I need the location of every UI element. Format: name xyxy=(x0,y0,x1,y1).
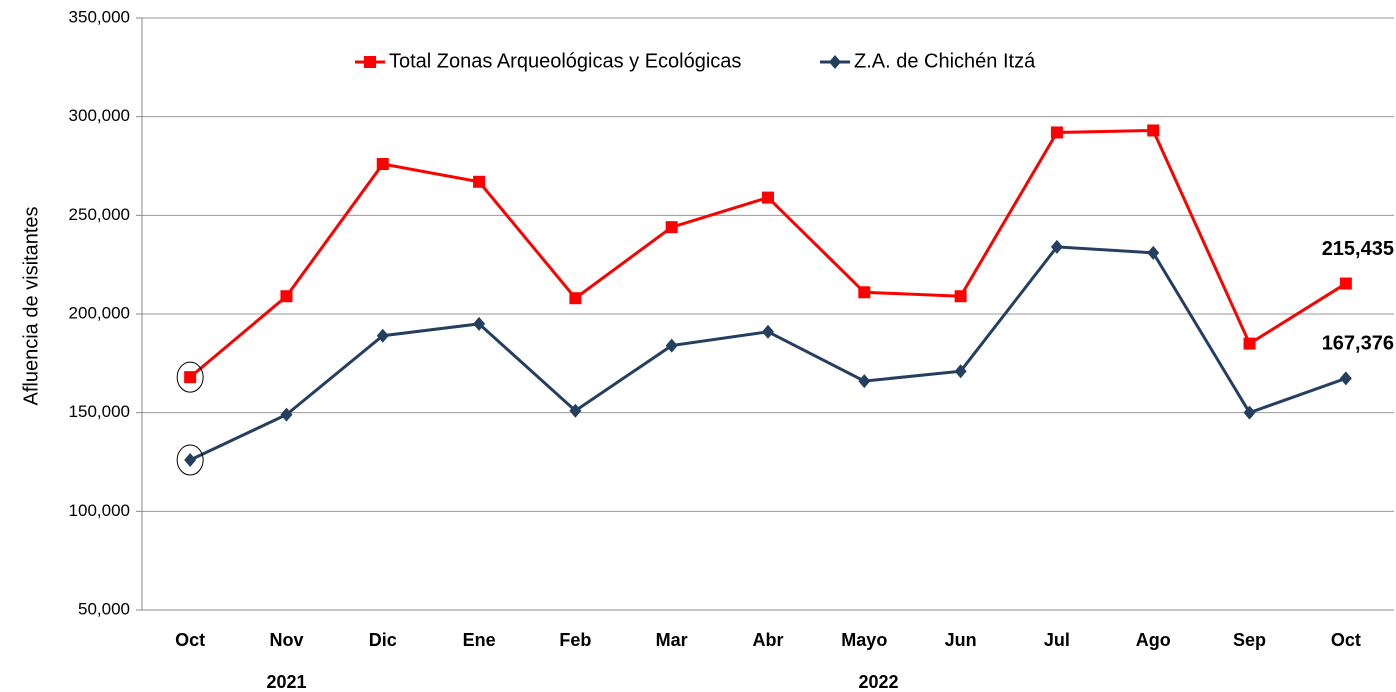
marker xyxy=(1243,405,1256,420)
y-tick-label: 50,000 xyxy=(78,599,130,618)
series-line xyxy=(189,245,1347,462)
x-tick-label: Abr xyxy=(753,630,784,650)
marker xyxy=(858,374,871,389)
marker xyxy=(184,453,197,468)
y-tick-label: 350,000 xyxy=(69,7,130,26)
x-tick-label: Jul xyxy=(1044,630,1070,650)
y-tick-label: 250,000 xyxy=(69,205,130,224)
marker xyxy=(280,290,293,303)
x-tick-label: Oct xyxy=(175,630,205,650)
marker xyxy=(280,407,293,422)
marker xyxy=(1147,245,1160,260)
data-label: 167,376 xyxy=(1322,333,1394,355)
x-tick-label: Sep xyxy=(1233,630,1266,650)
series-line xyxy=(189,128,1347,379)
x-tick-label: Mayo xyxy=(841,630,887,650)
marker xyxy=(858,286,871,299)
highlight-circle xyxy=(176,361,204,393)
year-label: 2022 xyxy=(858,672,898,692)
highlight-circle xyxy=(176,444,204,476)
marker xyxy=(954,290,967,303)
marker xyxy=(184,371,197,384)
marker xyxy=(569,403,582,418)
x-tick-label: Ago xyxy=(1136,630,1171,650)
marker xyxy=(829,55,841,69)
y-tick-label: 100,000 xyxy=(69,501,130,520)
data-label: 215,435 xyxy=(1322,238,1394,260)
y-tick-label: 150,000 xyxy=(69,402,130,421)
y-tick-label: 200,000 xyxy=(69,303,130,322)
marker xyxy=(364,56,376,68)
x-tick-label: Nov xyxy=(269,630,303,650)
marker xyxy=(762,324,774,339)
x-tick-label: Oct xyxy=(1331,630,1361,650)
x-tick-label: Mar xyxy=(656,630,688,650)
x-tick-label: Feb xyxy=(559,630,591,650)
marker xyxy=(1339,371,1352,386)
marker xyxy=(1050,126,1063,139)
legend-label: Total Zonas Arqueológicas y Ecológicas xyxy=(389,50,741,72)
marker xyxy=(376,328,389,343)
marker xyxy=(473,316,486,331)
marker xyxy=(1243,337,1256,350)
marker xyxy=(665,221,678,234)
marker xyxy=(665,338,678,353)
marker xyxy=(1050,239,1063,254)
x-tick-label: Ene xyxy=(463,630,496,650)
marker xyxy=(762,191,774,204)
marker xyxy=(1147,124,1160,137)
marker xyxy=(954,364,967,379)
marker xyxy=(376,158,389,171)
x-tick-label: Jun xyxy=(945,630,977,650)
marker xyxy=(569,292,582,305)
y-tick-label: 300,000 xyxy=(69,106,130,125)
marker xyxy=(1339,277,1352,290)
year-label: 2021 xyxy=(266,672,306,692)
x-tick-label: Dic xyxy=(369,630,397,650)
marker xyxy=(473,175,486,188)
y-axis-label: Afluencia de visitantes xyxy=(20,206,42,405)
legend-label: Z.A. de Chichén Itzá xyxy=(854,50,1036,72)
